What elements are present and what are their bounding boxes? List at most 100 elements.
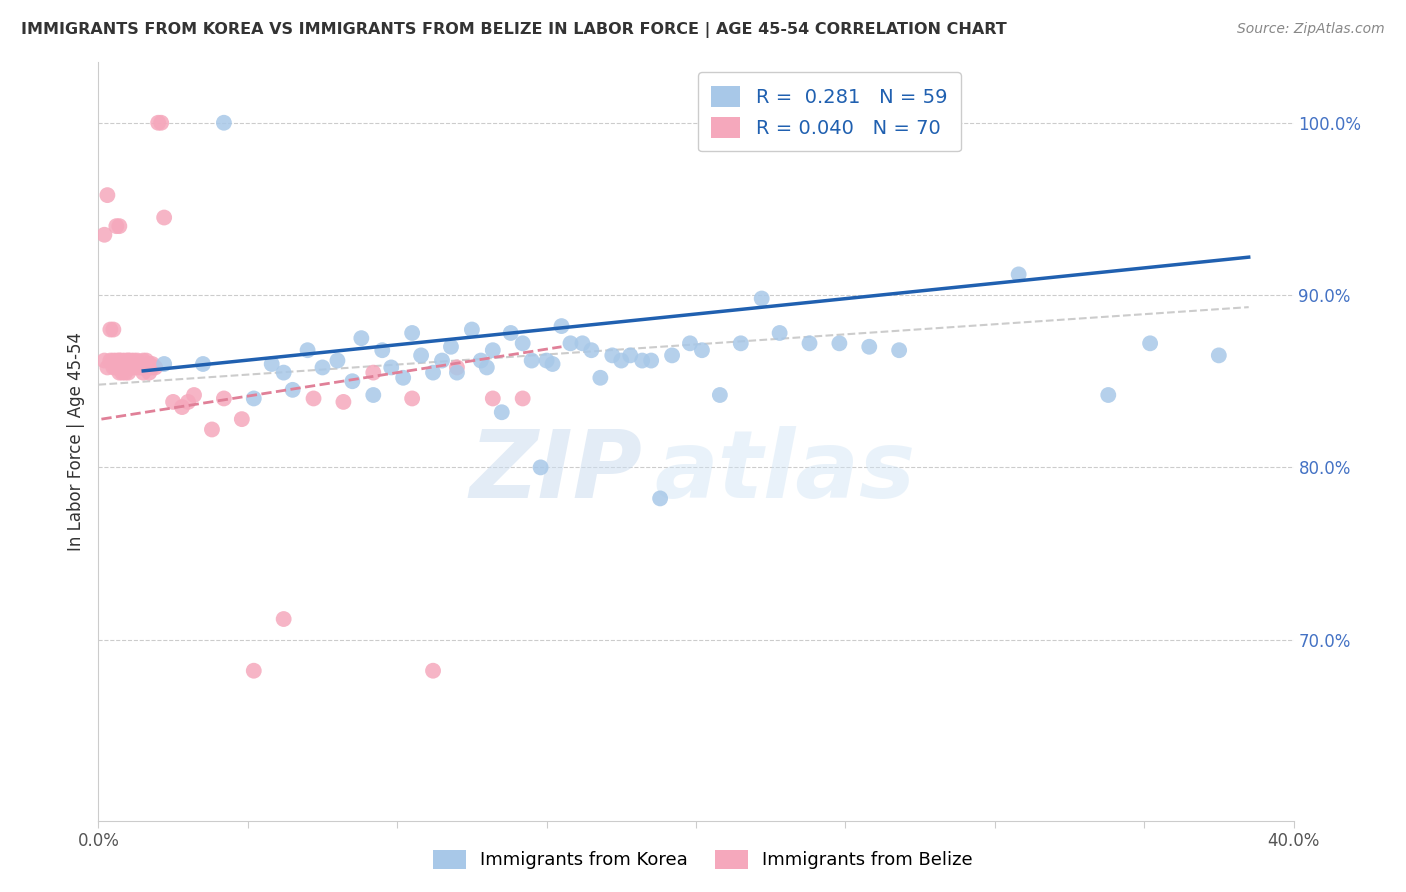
Point	[132, 353, 155, 368]
Point	[411, 348, 433, 362]
Y-axis label: In Labor Force | Age 45-54: In Labor Force | Age 45-54	[66, 332, 84, 551]
Point	[120, 353, 142, 368]
Point	[141, 360, 163, 375]
Point	[475, 360, 498, 375]
Point	[114, 353, 136, 368]
Point	[541, 357, 564, 371]
Point	[350, 331, 373, 345]
Point	[111, 353, 134, 368]
Point	[730, 336, 752, 351]
Point	[129, 357, 152, 371]
Point	[858, 340, 880, 354]
Point	[619, 348, 641, 362]
Point	[440, 340, 463, 354]
Point	[212, 392, 235, 406]
Text: atlas: atlas	[654, 425, 915, 518]
Point	[138, 360, 160, 375]
Point	[602, 348, 624, 362]
Point	[108, 360, 131, 375]
Point	[191, 357, 214, 371]
Point	[141, 357, 163, 371]
Point	[1008, 268, 1031, 282]
Point	[120, 357, 142, 371]
Point	[273, 612, 295, 626]
Point	[550, 319, 572, 334]
Point	[589, 371, 612, 385]
Point	[461, 322, 484, 336]
Point	[751, 292, 773, 306]
Point	[581, 343, 603, 358]
Point	[422, 664, 444, 678]
Point	[111, 366, 134, 380]
Text: ZIP: ZIP	[470, 425, 643, 518]
Point	[111, 360, 134, 375]
Point	[114, 366, 136, 380]
Point	[153, 211, 176, 225]
Point	[148, 116, 170, 130]
Point	[828, 336, 851, 351]
Point	[709, 388, 731, 402]
Text: IMMIGRANTS FROM KOREA VS IMMIGRANTS FROM BELIZE IN LABOR FORCE | AGE 45-54 CORRE: IMMIGRANTS FROM KOREA VS IMMIGRANTS FROM…	[21, 22, 1007, 38]
Point	[212, 116, 235, 130]
Point	[512, 336, 534, 351]
Point	[150, 116, 173, 130]
Point	[273, 366, 295, 380]
Point	[422, 366, 444, 380]
Point	[108, 366, 131, 380]
Point	[153, 357, 176, 371]
Point	[117, 353, 139, 368]
Point	[446, 366, 468, 380]
Point	[311, 360, 333, 375]
Point	[124, 360, 146, 375]
Point	[243, 664, 266, 678]
Point	[491, 405, 513, 419]
Point	[162, 395, 184, 409]
Point	[105, 219, 128, 234]
Point	[332, 395, 354, 409]
Point	[124, 357, 146, 371]
Point	[98, 353, 122, 368]
Point	[183, 388, 205, 402]
Point	[138, 366, 160, 380]
Point	[297, 343, 319, 358]
Point	[571, 336, 593, 351]
Point	[127, 353, 149, 368]
Point	[392, 371, 415, 385]
Point	[114, 360, 136, 375]
Point	[108, 353, 131, 368]
Point	[499, 326, 522, 340]
Point	[530, 460, 553, 475]
Point	[132, 366, 155, 380]
Point	[536, 353, 558, 368]
Point	[124, 353, 146, 368]
Point	[111, 357, 134, 371]
Point	[326, 353, 349, 368]
Point	[482, 343, 505, 358]
Text: Source: ZipAtlas.com: Source: ZipAtlas.com	[1237, 22, 1385, 37]
Point	[342, 374, 364, 388]
Point	[93, 353, 115, 368]
Point	[1097, 388, 1119, 402]
Point	[96, 188, 118, 202]
Point	[371, 343, 394, 358]
Point	[260, 357, 283, 371]
Point	[231, 412, 253, 426]
Point	[281, 383, 304, 397]
Point	[401, 326, 423, 340]
Point	[482, 392, 505, 406]
Point	[127, 360, 149, 375]
Point	[135, 360, 157, 375]
Point	[117, 353, 139, 368]
Point	[799, 336, 821, 351]
Point	[446, 360, 468, 375]
Point	[103, 360, 125, 375]
Point	[120, 360, 142, 375]
Point	[132, 360, 155, 375]
Point	[430, 353, 453, 368]
Point	[105, 360, 128, 375]
Point	[401, 392, 423, 406]
Point	[117, 360, 139, 375]
Point	[560, 336, 582, 351]
Point	[98, 322, 122, 336]
Point	[96, 360, 118, 375]
